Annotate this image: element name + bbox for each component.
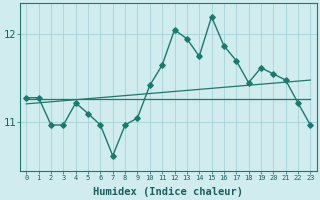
X-axis label: Humidex (Indice chaleur): Humidex (Indice chaleur)	[93, 186, 243, 197]
